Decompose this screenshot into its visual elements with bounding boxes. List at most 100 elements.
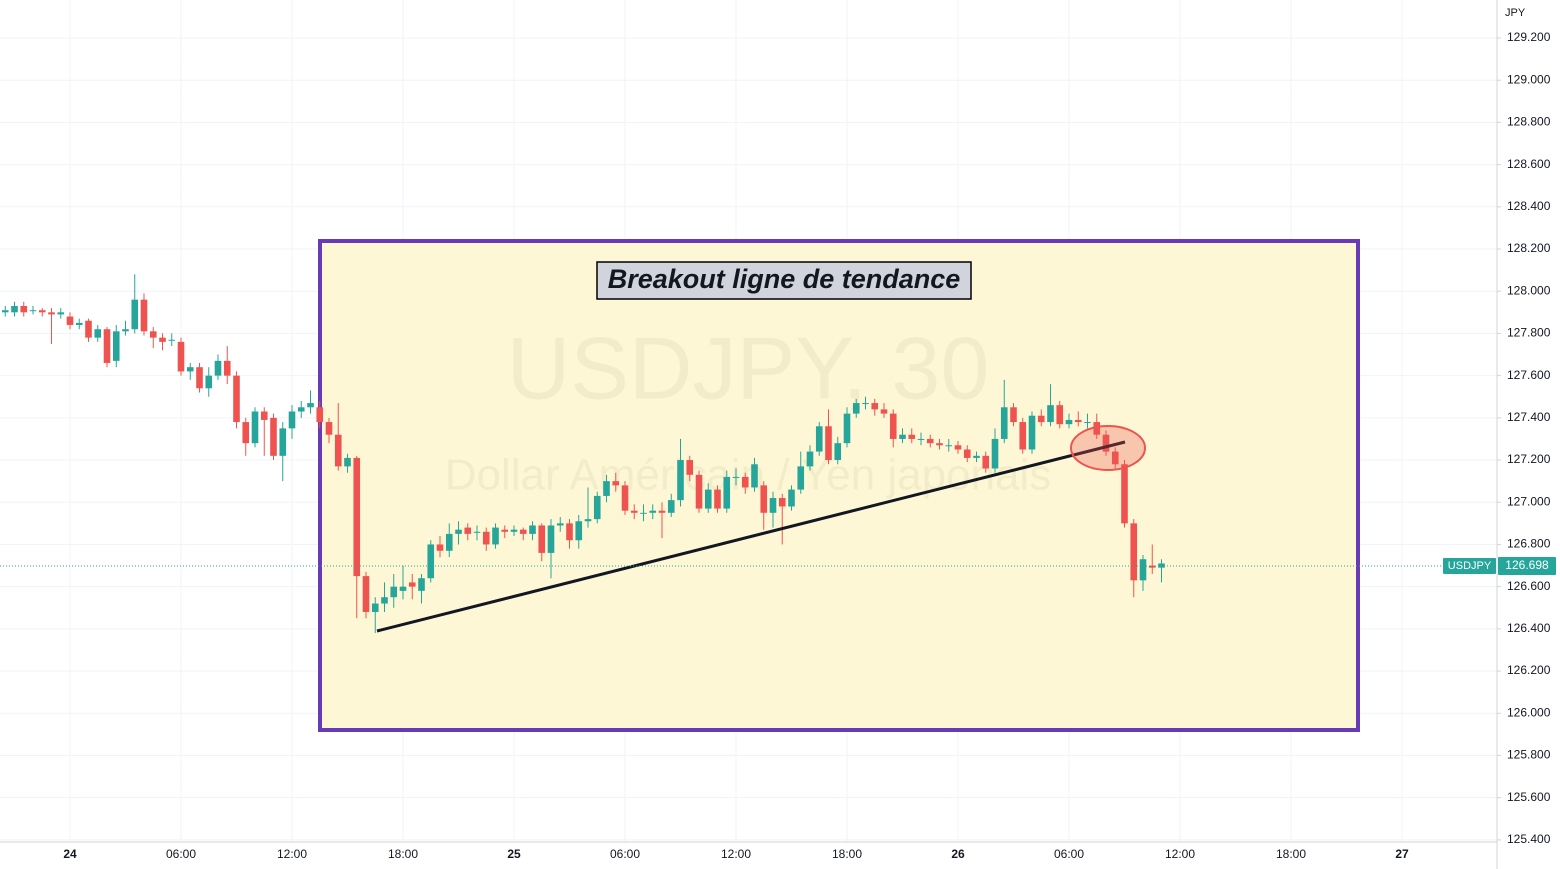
candle-body <box>908 434 916 439</box>
candle-body <box>723 476 731 509</box>
candle-body <box>760 485 768 513</box>
x-tick-label: 24 <box>63 847 77 861</box>
candle-body <box>381 597 388 604</box>
candle-body <box>926 438 934 444</box>
candle-body <box>880 409 888 414</box>
candle-body <box>991 438 999 469</box>
x-tick-label: 26 <box>951 847 965 861</box>
candle-body <box>519 529 527 534</box>
candle-body <box>889 413 897 439</box>
y-tick-label: 128.000 <box>1507 283 1551 297</box>
candle-body <box>297 407 305 412</box>
trend-line <box>376 440 1126 633</box>
candle-body <box>11 305 18 313</box>
candle-body <box>436 544 444 551</box>
candle-body <box>501 529 509 532</box>
y-tick-label: 126.000 <box>1507 705 1551 719</box>
candle-body <box>1028 415 1036 450</box>
candle-body <box>1130 523 1138 581</box>
candle-body <box>630 510 638 513</box>
x-tick-label: 27 <box>1395 847 1409 861</box>
candle-body <box>418 578 425 591</box>
candle-body <box>547 525 555 553</box>
y-tick-label: 129.200 <box>1507 30 1551 44</box>
y-tick-label: 126.600 <box>1507 579 1551 593</box>
candle-body <box>390 586 398 598</box>
candle-body <box>20 305 28 313</box>
candle-body <box>843 413 851 444</box>
annotation-label: Breakout ligne de tendance <box>608 264 961 294</box>
currency-label: JPY <box>1505 7 1526 19</box>
candle-body <box>584 519 592 522</box>
candle-body <box>510 529 518 532</box>
candle-body <box>769 498 777 513</box>
x-tick-label: 25 <box>507 847 521 861</box>
candle-body <box>445 533 453 551</box>
watermark-title: USDJPY, 30 <box>507 318 990 417</box>
candle-body <box>954 445 962 450</box>
candle-body <box>140 299 148 332</box>
candle-body <box>177 341 185 372</box>
candle-body <box>806 451 814 467</box>
price-tag <box>1498 556 1556 575</box>
x-tick-label: 12:00 <box>1165 847 1195 861</box>
candle-body <box>214 360 222 376</box>
candle-body <box>963 449 971 458</box>
y-tick-label: 128.600 <box>1507 157 1551 171</box>
x-tick-label: 18:00 <box>1276 847 1306 861</box>
y-tick-label: 127.400 <box>1507 410 1551 424</box>
candle-body <box>362 576 370 612</box>
candle-body <box>862 403 869 405</box>
candle-body <box>834 443 842 461</box>
candle-body <box>575 521 583 541</box>
candle-body <box>556 523 564 526</box>
candle-body <box>714 489 721 509</box>
candle-body <box>797 466 805 490</box>
candle-body <box>973 455 980 458</box>
candle-body <box>399 586 407 591</box>
candle-body <box>492 527 499 545</box>
candle-body <box>1065 419 1073 425</box>
watermark-subtitle: Dollar Américain / Yen japonais <box>445 451 1052 500</box>
candle-body <box>825 426 832 461</box>
candle-body <box>1102 434 1110 452</box>
candle-body <box>593 495 601 520</box>
candle-body <box>482 531 490 545</box>
candle-body <box>122 329 129 332</box>
candle-body <box>686 460 694 475</box>
candle-body <box>159 337 166 342</box>
candle-body <box>1121 464 1128 524</box>
candle-body <box>186 367 194 372</box>
candle-body <box>1056 405 1064 425</box>
candle-body <box>94 329 102 338</box>
candle-body <box>899 434 906 439</box>
y-tick-label: 129.000 <box>1507 72 1551 86</box>
candle-body <box>741 476 749 488</box>
annotation-label-box <box>596 261 972 300</box>
candle-body <box>538 525 546 553</box>
candle-body <box>233 375 240 423</box>
candle-body <box>427 544 435 579</box>
x-tick-label: 06:00 <box>610 847 640 861</box>
x-tick-label: 06:00 <box>166 847 196 861</box>
candles <box>1 274 1165 634</box>
candle-body <box>344 457 351 467</box>
candle-body <box>695 474 703 509</box>
candle-body <box>917 438 925 440</box>
candle-body <box>334 434 342 467</box>
candle-body <box>640 512 647 514</box>
candle-body <box>270 417 277 456</box>
candle-body <box>353 457 361 577</box>
candle-body <box>251 411 259 444</box>
candle-body <box>982 455 990 469</box>
candle-body <box>464 527 472 534</box>
candle-body <box>936 443 943 446</box>
candle-body <box>732 476 740 478</box>
candle-body <box>371 603 379 612</box>
x-tick-label: 12:00 <box>277 847 307 861</box>
candle-body <box>1074 419 1082 423</box>
candle-body <box>1148 565 1156 568</box>
candle-body <box>778 498 786 507</box>
